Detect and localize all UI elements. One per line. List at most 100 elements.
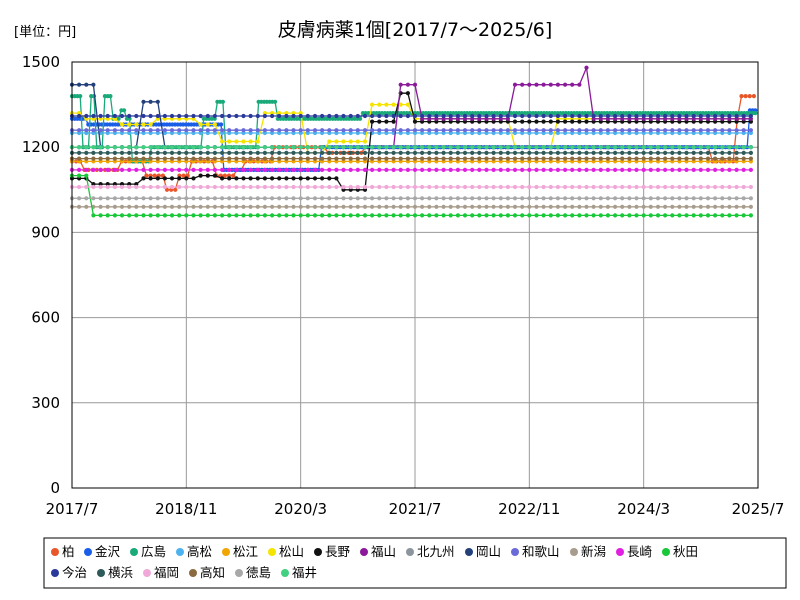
data-point [220, 167, 225, 172]
data-point [291, 111, 296, 116]
data-point [470, 167, 475, 172]
data-point [91, 156, 96, 161]
data-point [320, 213, 325, 218]
data-point [577, 184, 582, 190]
data-point [563, 150, 568, 155]
data-point [270, 111, 275, 116]
data-point [677, 145, 682, 150]
data-point [691, 196, 696, 201]
data-point [563, 82, 568, 87]
data-point [284, 150, 289, 155]
data-point [181, 173, 186, 178]
data-point [391, 145, 396, 150]
data-point [84, 150, 89, 155]
data-point [727, 213, 732, 218]
data-point [455, 213, 460, 218]
data-point [377, 145, 382, 150]
data-point [405, 113, 410, 119]
data-point [741, 213, 746, 218]
data-point [534, 128, 539, 133]
data-point [298, 150, 303, 155]
data-point [655, 213, 661, 218]
data-point [334, 204, 339, 209]
data-point [641, 184, 646, 190]
data-point [320, 113, 325, 119]
data-point [398, 145, 403, 150]
data-point [327, 139, 332, 144]
data-point [112, 213, 117, 218]
data-point [534, 156, 539, 161]
data-point [720, 128, 725, 133]
data-point [362, 128, 368, 133]
x-tick-label: 2017/7 [46, 500, 99, 518]
data-point [177, 150, 182, 155]
data-point [705, 167, 711, 172]
data-point [84, 196, 89, 201]
data-point [677, 167, 682, 172]
legend-item: 高松 [176, 544, 212, 559]
data-point [270, 156, 275, 161]
data-point [255, 145, 260, 150]
data-point [77, 156, 82, 161]
data-point [348, 213, 353, 218]
data-point [291, 196, 296, 201]
legend-marker [130, 548, 138, 556]
data-point [563, 156, 568, 161]
data-point [384, 113, 389, 119]
data-point [534, 167, 539, 172]
data-point [720, 167, 725, 172]
data-point [127, 167, 132, 172]
data-point [248, 145, 253, 150]
data-point [220, 176, 225, 181]
data-point [198, 113, 203, 119]
data-point [620, 184, 625, 190]
data-point [441, 167, 446, 172]
data-point [305, 213, 310, 218]
data-point [127, 213, 132, 218]
data-point [98, 184, 103, 190]
data-point [270, 184, 275, 190]
data-point [298, 167, 303, 172]
data-point [563, 213, 568, 218]
data-point [362, 145, 368, 150]
data-point [577, 128, 582, 133]
data-point [713, 128, 718, 133]
data-point [563, 145, 568, 150]
data-point [648, 128, 653, 133]
data-point [727, 113, 732, 119]
data-point [527, 82, 532, 87]
data-point [205, 145, 210, 150]
data-point [198, 156, 203, 161]
data-point [741, 150, 746, 155]
data-point [198, 150, 203, 155]
data-point [491, 184, 496, 190]
data-point [627, 196, 632, 201]
data-point [84, 173, 89, 178]
data-point [462, 128, 468, 133]
data-point [584, 184, 589, 190]
data-point [498, 213, 503, 218]
data-point [491, 150, 496, 155]
data-point [77, 111, 82, 116]
data-point [570, 184, 575, 190]
data-point [705, 184, 711, 190]
data-point [584, 113, 589, 119]
data-point [613, 156, 618, 161]
data-point [634, 156, 639, 161]
data-point [534, 82, 539, 87]
data-point [720, 145, 725, 150]
data-point [520, 113, 525, 119]
data-point [227, 150, 232, 155]
data-point [277, 167, 282, 172]
data-point [241, 156, 246, 161]
data-point [498, 167, 503, 172]
data-point [398, 184, 403, 190]
data-point [620, 156, 625, 161]
data-point [727, 156, 732, 161]
data-point [112, 156, 117, 161]
data-point [734, 184, 739, 190]
data-point [591, 213, 596, 218]
data-point [305, 196, 310, 201]
legend-label: 今治 [62, 565, 87, 580]
data-point [577, 167, 582, 172]
